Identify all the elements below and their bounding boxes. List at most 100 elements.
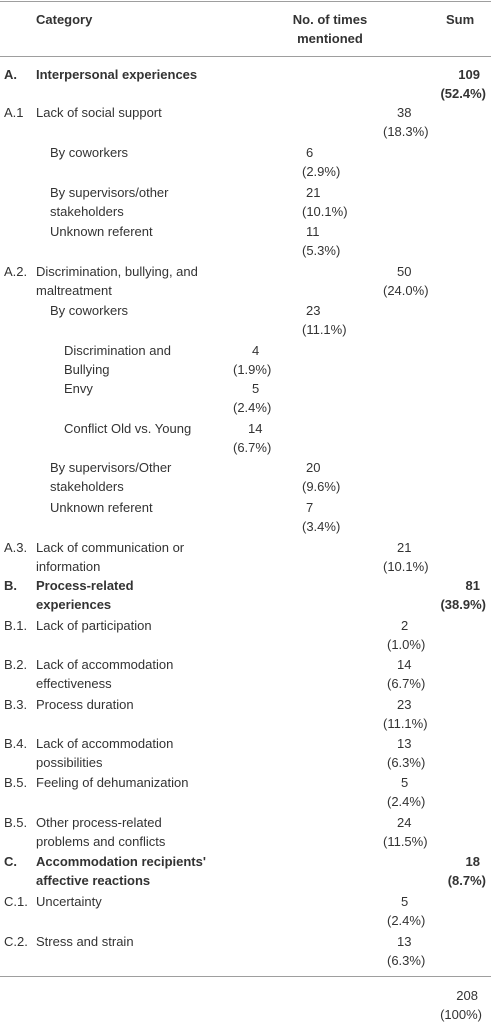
- sum-value: 81: [465, 578, 480, 593]
- count-value: 13: [397, 736, 412, 751]
- count-percent: (1.9%): [233, 362, 272, 377]
- count-value: 14: [248, 421, 263, 436]
- count-value: 20: [306, 460, 321, 475]
- row-code: B.1.: [4, 618, 28, 633]
- count-percent: (2.4%): [387, 794, 426, 809]
- count-value: 21: [397, 540, 412, 555]
- row-label: By supervisors/other: [50, 185, 169, 200]
- row-label: Discrimination, bullying, and: [36, 264, 198, 279]
- count-percent: (11.1%): [302, 322, 347, 337]
- count-value: 5: [401, 894, 409, 909]
- count-percent: (9.6%): [302, 479, 341, 494]
- sum-value: 18: [465, 854, 480, 869]
- count-percent: (10.1%): [302, 204, 348, 219]
- header-times-line1: No. of times: [292, 12, 368, 27]
- row-label: effectiveness: [36, 676, 112, 691]
- count-value: 50: [397, 264, 412, 279]
- count-percent: (1.0%): [387, 637, 426, 652]
- total-rule: [0, 976, 491, 977]
- count-percent: (10.1%): [383, 559, 429, 574]
- header-rule: [0, 56, 491, 57]
- row-code: A.2.: [4, 264, 28, 279]
- row-label: maltreatment: [36, 283, 112, 298]
- count-percent: (6.7%): [387, 676, 426, 691]
- count-percent: (6.3%): [387, 755, 426, 770]
- count-percent: (11.5%): [383, 834, 428, 849]
- total-percent: (100%): [440, 1007, 482, 1022]
- row-label: experiences: [36, 597, 112, 612]
- row-label: possibilities: [36, 755, 103, 770]
- sum-value: 109: [458, 67, 480, 82]
- count-value: 23: [397, 697, 412, 712]
- row-label: Lack of accommodation: [36, 657, 174, 672]
- row-label: Accommodation recipients': [36, 854, 206, 869]
- row-code: A.1: [4, 105, 24, 120]
- header-times-line2: mentioned: [297, 31, 363, 46]
- count-value: 23: [306, 303, 321, 318]
- row-label: Lack of participation: [36, 618, 152, 633]
- row-code: B.5.: [4, 815, 28, 830]
- top-rule: [0, 1, 491, 2]
- count-percent: (2.4%): [233, 400, 272, 415]
- row-code: B.5.: [4, 775, 28, 790]
- count-percent: (5.3%): [302, 243, 341, 258]
- row-code: A.: [4, 67, 17, 82]
- sum-percent: (38.9%): [440, 597, 486, 612]
- sum-percent: (8.7%): [447, 873, 486, 888]
- count-percent: (2.4%): [387, 913, 426, 928]
- row-label: Stress and strain: [36, 934, 134, 949]
- count-value: 14: [397, 657, 412, 672]
- count-percent: (2.9%): [302, 164, 341, 179]
- row-label: affective reactions: [36, 873, 151, 888]
- count-value: 21: [306, 185, 321, 200]
- count-value: 2: [401, 618, 409, 633]
- row-label: Envy: [64, 381, 93, 396]
- row-code: A.3.: [4, 540, 28, 555]
- count-percent: (6.3%): [387, 953, 426, 968]
- row-label: Unknown referent: [50, 224, 153, 239]
- count-percent: (3.4%): [302, 519, 341, 534]
- row-code: B.4.: [4, 736, 28, 751]
- row-code: B.: [4, 578, 17, 593]
- row-label: Discrimination and: [64, 343, 171, 358]
- count-percent: (24.0%): [383, 283, 429, 298]
- row-label: By coworkers: [50, 145, 129, 160]
- count-value: 7: [306, 500, 314, 515]
- row-label: Feeling of dehumanization: [36, 775, 189, 790]
- count-value: 5: [401, 775, 409, 790]
- count-value: 6: [306, 145, 314, 160]
- row-code: C.1.: [4, 894, 28, 909]
- count-value: 11: [306, 224, 320, 239]
- row-label: problems and conflicts: [36, 834, 166, 849]
- header-sum: Sum: [446, 12, 475, 27]
- row-label: Interpersonal experiences: [36, 67, 198, 82]
- count-value: 13: [397, 934, 412, 949]
- count-value: 4: [252, 343, 260, 358]
- header-category: Category: [36, 12, 93, 27]
- count-percent: (11.1%): [383, 716, 428, 731]
- row-label: Lack of communication or: [36, 540, 185, 555]
- row-label: Uncertainty: [36, 894, 102, 909]
- row-label: By coworkers: [50, 303, 129, 318]
- count-value: 38: [397, 105, 412, 120]
- row-label: By supervisors/Other: [50, 460, 172, 475]
- row-code: C.2.: [4, 934, 28, 949]
- row-label: Process duration: [36, 697, 134, 712]
- row-label: Lack of accommodation: [36, 736, 174, 751]
- row-label: Unknown referent: [50, 500, 153, 515]
- row-label: Lack of social support: [36, 105, 162, 120]
- row-code: C.: [4, 854, 17, 869]
- row-code: B.2.: [4, 657, 28, 672]
- row-label: information: [36, 559, 101, 574]
- count-value: 5: [252, 381, 260, 396]
- row-label: Bullying: [64, 362, 110, 377]
- row-label: stakeholders: [50, 479, 124, 494]
- row-label: stakeholders: [50, 204, 124, 219]
- total-value: 208: [456, 988, 478, 1003]
- row-code: B.3.: [4, 697, 28, 712]
- row-label: Process-related: [36, 578, 134, 593]
- count-percent: (6.7%): [233, 440, 272, 455]
- sum-percent: (52.4%): [440, 86, 486, 101]
- row-label: Conflict Old vs. Young: [64, 421, 192, 436]
